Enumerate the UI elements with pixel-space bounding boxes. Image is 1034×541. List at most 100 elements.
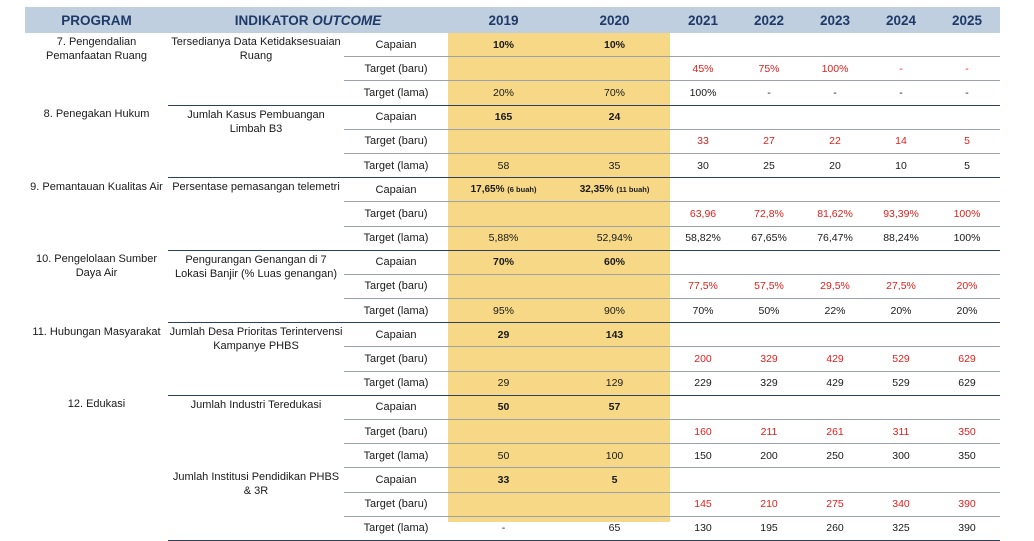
- value-2023: [802, 395, 869, 421]
- table-row: 7. Pengendalian Pemanfaatan Ruang Tersedi…: [25, 33, 1001, 106]
- value-2020: 143: [559, 322, 671, 348]
- value-2019: [448, 129, 560, 154]
- program-cell: 10. Pengelolaan Sumber Daya Air: [35, 253, 158, 280]
- value-2020: [559, 419, 671, 445]
- value-2023: 76,47%: [802, 226, 869, 251]
- outcome-indicator-table: PROGRAM INDIKATOR OUTCOME 2019 2020 2021…: [25, 7, 1001, 541]
- value-2020: [559, 274, 671, 300]
- row-type-label: Target (lama): [344, 298, 449, 324]
- value-2024: 14: [868, 129, 935, 154]
- value-2019: 10%: [448, 33, 560, 58]
- value-2025: [934, 322, 1001, 348]
- value-2021: 63,96: [670, 201, 737, 227]
- program-cell: 11. Hubungan Masyarakat: [32, 325, 161, 338]
- value-2021: 70%: [670, 298, 737, 324]
- value-2020: 100: [559, 443, 671, 469]
- value-2023: 429: [802, 346, 869, 372]
- header-year-2020: 2020: [559, 7, 671, 33]
- value-2020: 5: [559, 467, 671, 493]
- value-2024: [868, 177, 935, 203]
- value-2021: 160: [670, 419, 737, 445]
- value-2022: [736, 105, 803, 130]
- value-2020: 90%: [559, 298, 671, 324]
- table-row: Target (baru) 77,5% 57,5% 29,5% 27,5% 20%: [25, 274, 1001, 300]
- value-2020: 65: [559, 516, 671, 541]
- value-2022: 25: [736, 153, 803, 179]
- table-row: Target (baru) 63,96 72,8% 81,62% 93,39% 100%: [25, 201, 1001, 227]
- row-type-label: Target (lama): [344, 153, 449, 179]
- value-2021: 100%: [670, 80, 737, 106]
- value-2024: 88,24%: [868, 226, 935, 251]
- indicator-cell: Pengurangan Genangan di 7 Lokasi Banjir …: [168, 250, 344, 324]
- value-2022: 75%: [736, 56, 803, 82]
- indicator-cell: Jumlah Industri Teredukasi: [190, 398, 322, 411]
- table-body: 7. Pengendalian Pemanfaatan Ruang Tersedi…: [25, 33, 1001, 541]
- value-2024: 20%: [868, 298, 935, 324]
- row-type-label: Target (lama): [344, 516, 449, 541]
- value-2025: -: [934, 80, 1001, 106]
- value-2025: -: [934, 56, 1001, 82]
- value-2022: [736, 395, 803, 421]
- header-year-2021: 2021: [670, 7, 737, 33]
- value-2024: 10: [868, 153, 935, 179]
- value-2021: [670, 33, 737, 58]
- value-2023: 429: [802, 371, 869, 396]
- value-2022: 210: [736, 492, 803, 517]
- value-2019: [448, 346, 560, 372]
- row-type-label: Target (baru): [344, 201, 449, 227]
- header-indikator-label: INDIKATOR: [234, 12, 309, 28]
- indicator-cell: Jumlah Desa Prioritas Terintervensi Kamp…: [168, 322, 344, 396]
- table-row: Target (lama) 58 35 30 25 20 10 5: [25, 153, 1001, 179]
- row-type-label: Target (lama): [344, 226, 449, 251]
- value-2021: 30: [670, 153, 737, 179]
- value-2021: [670, 250, 737, 275]
- value-2025: 390: [934, 516, 1001, 541]
- value-2019: 70%: [448, 250, 560, 275]
- indicator-cell: Persentase pemasangan telemetri: [168, 177, 344, 251]
- value-2020: 129: [559, 371, 671, 396]
- row-type-label: Target (baru): [344, 346, 449, 372]
- value-2024: [868, 322, 935, 348]
- row-type-label: Capaian: [344, 467, 449, 493]
- table-row: Target (lama) 5,88% 52,94% 58,82% 67,65% 76,4…: [25, 226, 1001, 251]
- value-2024: [868, 467, 935, 493]
- value-2025: [934, 250, 1001, 275]
- value-2019: [448, 492, 560, 517]
- table-row: Target (lama) 50 100 150 200 250 300 350: [25, 443, 1001, 469]
- value-2024: 529: [868, 371, 935, 396]
- table-row: Target (baru) 45% 75% 100% - -: [25, 56, 1001, 82]
- value-2020: [559, 346, 671, 372]
- value-2023: 261: [802, 419, 869, 445]
- value-2024: -: [868, 80, 935, 106]
- row-type-label: Target (baru): [344, 274, 449, 300]
- value-2025: 100%: [934, 226, 1001, 251]
- value-2020: 24: [559, 105, 671, 130]
- table-row: 11. Hubungan Masyarakat Jumlah Desa Prior…: [25, 322, 1001, 396]
- value-2024: 300: [868, 443, 935, 469]
- value-2022: 329: [736, 371, 803, 396]
- value-2020: [559, 129, 671, 154]
- value-2019: 33: [448, 467, 560, 493]
- value-2025: 5: [934, 153, 1001, 179]
- value-2025: [934, 395, 1001, 421]
- value-2019-main: 17,65%: [470, 184, 505, 196]
- value-2019: -: [448, 516, 560, 541]
- program-cell: 8. Penegakan Hukum: [43, 108, 150, 121]
- table-row: Target (baru) 33 27 22 14 5: [25, 129, 1001, 154]
- value-2022: 67,65%: [736, 226, 803, 251]
- value-2021: [670, 177, 737, 203]
- value-2024: [868, 33, 935, 58]
- value-2022: 211: [736, 419, 803, 445]
- value-2025: 350: [934, 419, 1001, 445]
- value-2023: 275: [802, 492, 869, 517]
- row-type-label: Target (baru): [344, 419, 449, 445]
- value-2022: [736, 467, 803, 493]
- table-row: Target (baru) 160 211 261 311 350: [25, 419, 1001, 445]
- value-2021: 77,5%: [670, 274, 737, 300]
- value-2021: 45%: [670, 56, 737, 82]
- value-2024: [868, 395, 935, 421]
- value-2023: [802, 105, 869, 130]
- header-outcome-label: OUTCOME: [312, 12, 382, 28]
- header-year-2022: 2022: [736, 7, 803, 33]
